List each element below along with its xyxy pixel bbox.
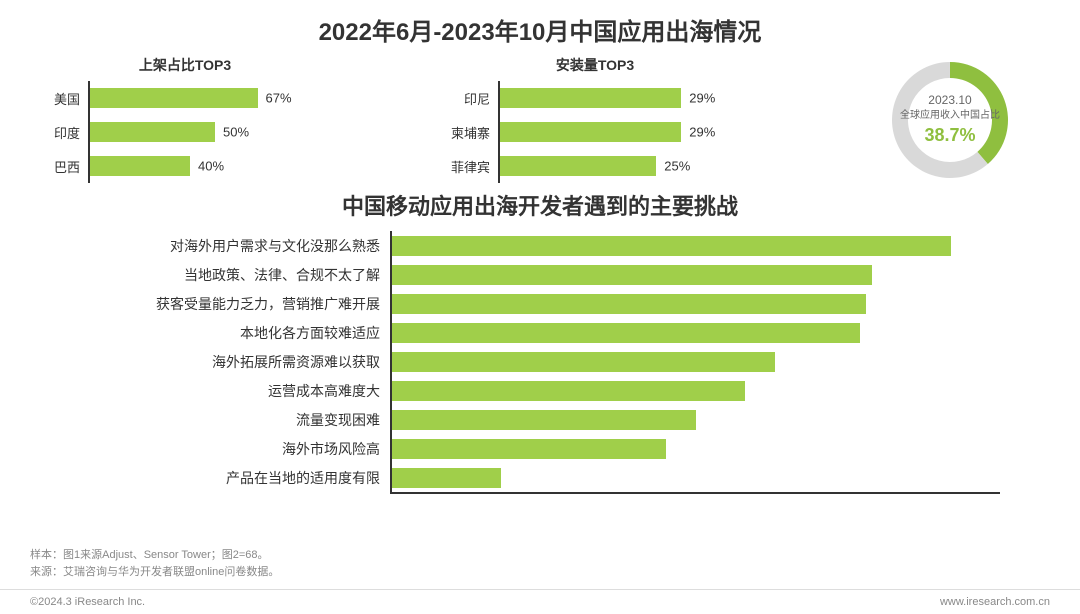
challenge-bar-track xyxy=(390,405,1000,434)
chart1-title: 上架占比TOP3 xyxy=(30,55,340,75)
chart2-category-label: 柬埔寨 xyxy=(440,115,498,149)
challenge-bar-row: 产品在当地的适用度有限 xyxy=(80,463,1000,492)
challenges-chart: 对海外用户需求与文化没那么熟悉当地政策、法律、合规不太了解获客受量能力乏力，营销… xyxy=(80,231,1000,494)
chart1-bar-fill xyxy=(90,88,258,108)
chart2-bar-value: 25% xyxy=(664,159,690,174)
challenge-bar-fill xyxy=(392,468,501,488)
challenge-bar-row: 运营成本高难度大 xyxy=(80,376,1000,405)
chart1-bar-fill xyxy=(90,122,215,142)
chart2-bar-value: 29% xyxy=(689,125,715,140)
challenge-bar-fill xyxy=(392,294,866,314)
challenge-bar-row: 海外拓展所需资源难以获取 xyxy=(80,347,1000,376)
chart-top3-listing: 上架占比TOP3 美国印度巴西 67% 50% 40% xyxy=(30,55,340,183)
challenge-bar-track xyxy=(390,434,1000,463)
challenge-bar-row: 流量变现困难 xyxy=(80,405,1000,434)
challenge-bar-fill xyxy=(392,439,666,459)
challenge-label: 运营成本高难度大 xyxy=(80,381,390,401)
chart1-bar-value: 67% xyxy=(266,91,292,106)
challenge-bar-fill xyxy=(392,265,872,285)
challenge-label: 海外市场风险高 xyxy=(80,439,390,459)
chart2-title: 安装量TOP3 xyxy=(440,55,750,75)
challenge-bar-fill xyxy=(392,236,951,256)
challenge-bar-track xyxy=(390,318,1000,347)
challenge-bar-fill xyxy=(392,381,745,401)
chart2-bar-row: 29% xyxy=(500,115,750,149)
chart2-bar-value: 29% xyxy=(689,91,715,106)
bottom-bar: ©2024.3 iResearch Inc. www.iresearch.com… xyxy=(0,589,1080,614)
chart1-bar-value: 50% xyxy=(223,125,249,140)
challenge-label: 对海外用户需求与文化没那么熟悉 xyxy=(80,236,390,256)
chart-top3-installs: 安装量TOP3 印尼柬埔寨菲律宾 29% 29% 25% xyxy=(440,55,750,183)
chart2-bar-fill xyxy=(500,156,656,176)
donut-line1: 2023.10 xyxy=(900,92,1000,109)
donut-center-text: 2023.10 全球应用收入中国占比 38.7% xyxy=(900,92,1000,148)
challenge-bar-track xyxy=(390,231,1000,260)
challenge-bar-track xyxy=(390,376,1000,405)
challenge-label: 当地政策、法律、合规不太了解 xyxy=(80,265,390,285)
chart1-bar-fill xyxy=(90,156,190,176)
challenge-bar-row: 对海外用户需求与文化没那么熟悉 xyxy=(80,231,1000,260)
chart1-bar-row: 40% xyxy=(90,149,340,183)
chart1-category-label: 美国 xyxy=(30,81,88,115)
challenge-bar-track xyxy=(390,260,1000,289)
donut-line2: 全球应用收入中国占比 xyxy=(900,109,1000,123)
chart1-category-label: 印度 xyxy=(30,115,88,149)
challenge-label: 海外拓展所需资源难以获取 xyxy=(80,352,390,372)
chart2-bar-row: 25% xyxy=(500,149,750,183)
chart1-bar-row: 50% xyxy=(90,115,340,149)
footnote-source: 来源：艾瑞咨询与华为开发者联盟online问卷数据。 xyxy=(30,564,279,581)
challenge-bar-fill xyxy=(392,323,860,343)
donut-chart: 2023.10 全球应用收入中国占比 38.7% xyxy=(850,55,1050,185)
challenge-label: 流量变现困难 xyxy=(80,410,390,430)
donut-pct: 38.7% xyxy=(900,123,1000,148)
chart1-category-label: 巴西 xyxy=(30,149,88,183)
chart1-bar-value: 40% xyxy=(198,159,224,174)
challenges-x-axis xyxy=(390,492,1000,494)
challenge-bar-fill xyxy=(392,352,775,372)
challenge-bar-track xyxy=(390,289,1000,318)
challenge-bar-track xyxy=(390,463,1000,492)
footnote-sample: 样本：图1来源Adjust、Sensor Tower；图2=68。 xyxy=(30,547,279,564)
challenge-bar-row: 获客受量能力乏力，营销推广难开展 xyxy=(80,289,1000,318)
copyright: ©2024.3 iResearch Inc. xyxy=(30,596,145,608)
challenge-bar-track xyxy=(390,347,1000,376)
chart2-category-label: 印尼 xyxy=(440,81,498,115)
challenge-label: 产品在当地的适用度有限 xyxy=(80,468,390,488)
chart2-category-label: 菲律宾 xyxy=(440,149,498,183)
sub-title: 中国移动应用出海开发者遇到的主要挑战 xyxy=(30,189,1050,221)
challenge-label: 本地化各方面较难适应 xyxy=(80,323,390,343)
main-title: 2022年6月-2023年10月中国应用出海情况 xyxy=(30,12,1050,47)
challenge-bar-row: 当地政策、法律、合规不太了解 xyxy=(80,260,1000,289)
top-charts-row: 上架占比TOP3 美国印度巴西 67% 50% 40% 安装量TOP3 印尼柬埔寨菲… xyxy=(30,55,1050,185)
challenge-bar-row: 海外市场风险高 xyxy=(80,434,1000,463)
challenge-label: 获客受量能力乏力，营销推广难开展 xyxy=(80,294,390,314)
chart2-bar-fill xyxy=(500,88,681,108)
source-url: www.iresearch.com.cn xyxy=(940,596,1050,608)
challenge-bar-row: 本地化各方面较难适应 xyxy=(80,318,1000,347)
chart2-bar-row: 29% xyxy=(500,81,750,115)
chart1-bar-row: 67% xyxy=(90,81,340,115)
challenge-bar-fill xyxy=(392,410,696,430)
chart2-bar-fill xyxy=(500,122,681,142)
footnotes: 样本：图1来源Adjust、Sensor Tower；图2=68。 来源：艾瑞咨… xyxy=(30,547,279,580)
